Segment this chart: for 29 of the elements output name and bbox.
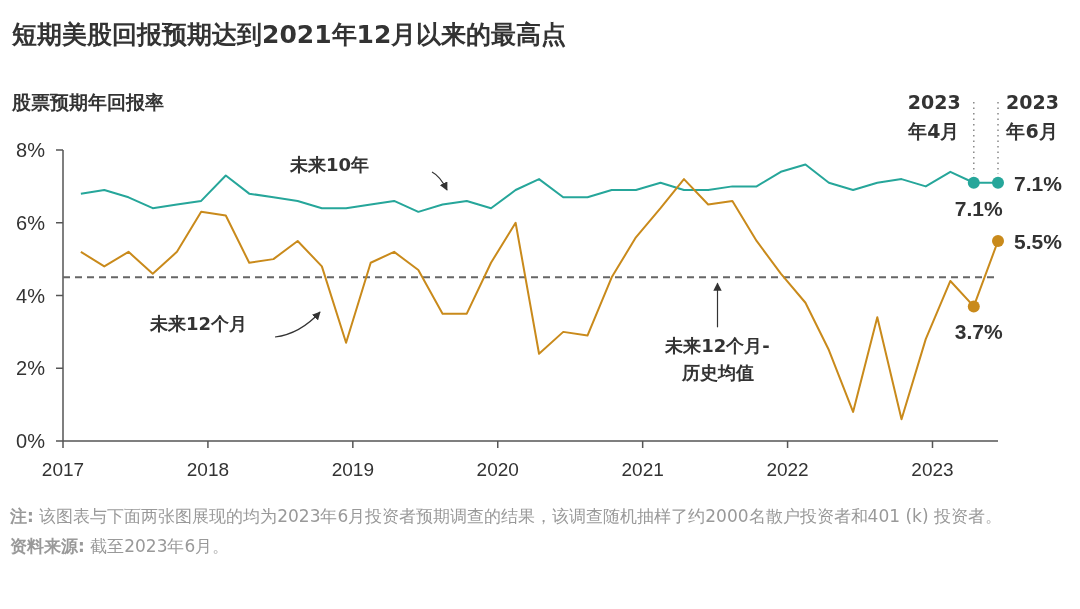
y-tick-label: 6% — [16, 211, 46, 234]
point — [967, 300, 980, 313]
point — [992, 234, 1004, 247]
x-tick-label: 2023 — [911, 459, 954, 480]
data-label: 7.1% — [1014, 171, 1063, 195]
chart-title: 短期美股回报预期达到2021年12月以来的最高点 — [12, 19, 567, 51]
ref-line-label: 2023年6月 — [1006, 90, 1059, 144]
data-label: 5.5% — [1014, 229, 1063, 253]
ref-line-label: 未来12个月-历史均值 — [664, 334, 771, 386]
data-label: 3.7% — [954, 320, 1004, 344]
x-tick-label: 2018 — [186, 459, 230, 480]
point — [992, 176, 1004, 189]
y-tick-label: 8% — [16, 139, 46, 161]
point — [967, 176, 980, 189]
y-tick-label: 4% — [16, 284, 46, 307]
x-tick-label: 2020 — [476, 459, 519, 480]
text: 注: 该图表与下面两张图展现的均为2023年6月投资者预期调查的结果，该调查随机抽样了约2000名散户投资者和401 (k) 投资者。 — [10, 505, 1003, 528]
y-axis-title: 股票预期年回报率 — [12, 90, 164, 115]
x-tick-label: 2022 — [766, 459, 809, 480]
x-tick-label: 2017 — [41, 459, 85, 480]
text: 资料来源: 截至2023年6月。 — [10, 535, 231, 558]
y-tick-label: 0% — [16, 430, 46, 452]
y-tick-label: 2% — [16, 357, 46, 380]
x-tick-label: 2021 — [621, 459, 664, 480]
ref-line-label: 2023年4月 — [907, 90, 961, 144]
series-label: 未来10年 — [290, 153, 370, 177]
x-tick-label: 2019 — [331, 459, 374, 480]
text: 未来12个月 — [150, 312, 248, 336]
data-label: 7.1% — [954, 196, 1004, 220]
